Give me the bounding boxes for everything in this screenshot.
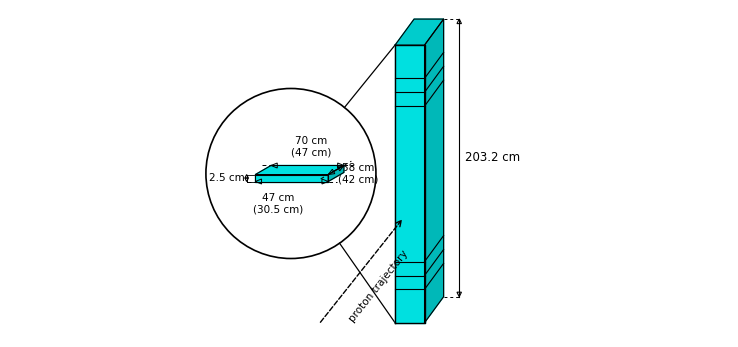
Text: proton trajectory: proton trajectory — [348, 248, 410, 324]
Text: 47 cm
(30.5 cm): 47 cm (30.5 cm) — [252, 193, 303, 215]
Text: 58 cm
(42 cm): 58 cm (42 cm) — [339, 163, 379, 184]
Polygon shape — [395, 19, 444, 45]
Text: 70 cm
(47 cm): 70 cm (47 cm) — [291, 136, 331, 157]
Text: 203.2 cm: 203.2 cm — [466, 151, 520, 164]
Polygon shape — [424, 19, 444, 323]
Polygon shape — [328, 166, 344, 181]
Polygon shape — [395, 45, 424, 323]
Polygon shape — [255, 175, 328, 181]
Polygon shape — [255, 166, 344, 175]
Text: 2.5 cm: 2.5 cm — [209, 173, 245, 183]
